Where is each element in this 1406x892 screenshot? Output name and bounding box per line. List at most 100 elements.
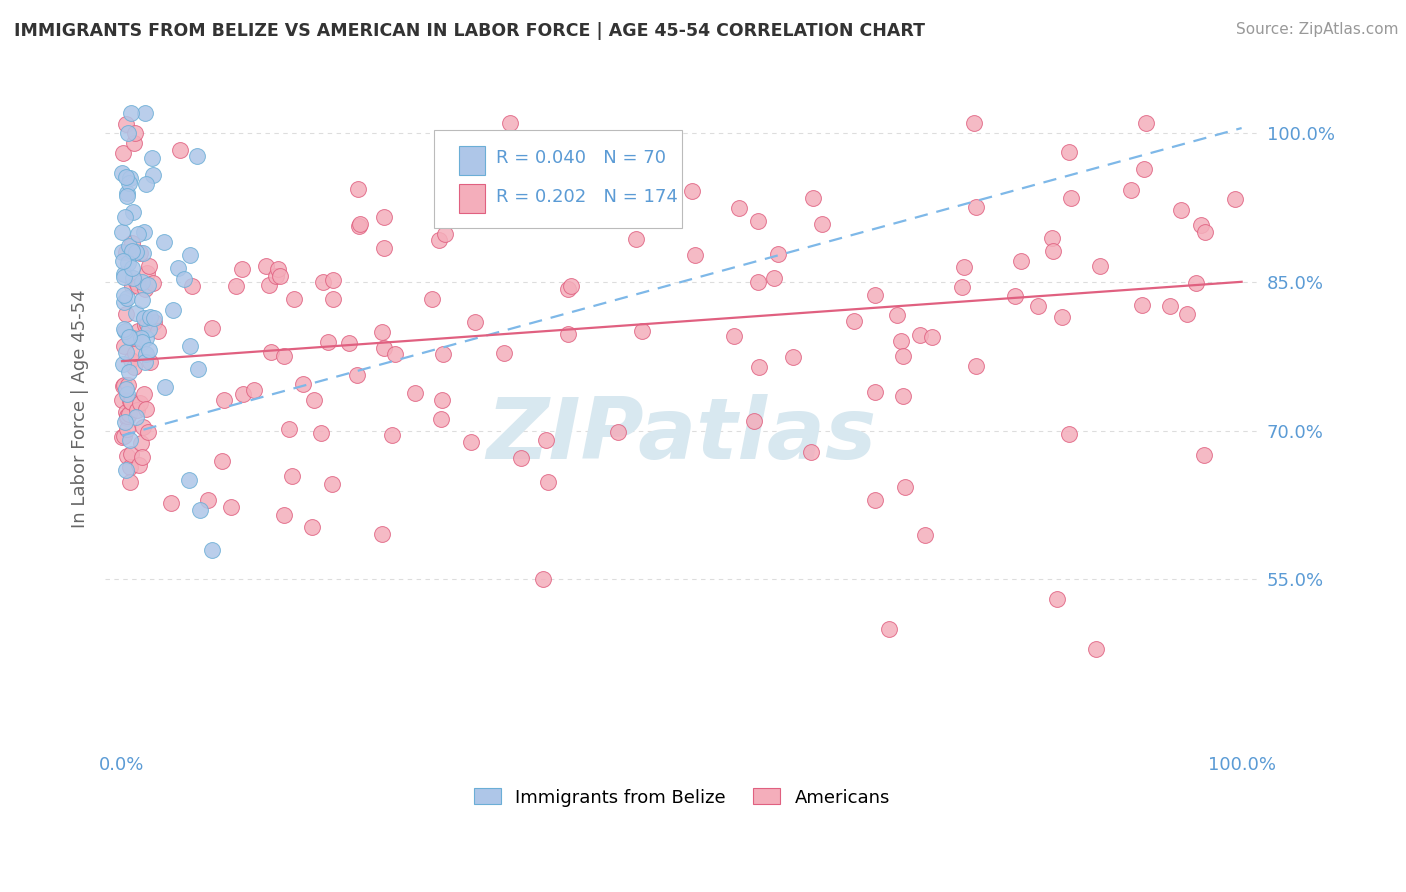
Point [534, 433, 557, 447]
Point [121, 244, 143, 259]
Point [136, 425, 159, 439]
Point [117, 377, 139, 392]
Text: IMMIGRANTS FROM BELIZE VS AMERICAN IN LABOR FORCE | AGE 45-54 CORRELATION CHART: IMMIGRANTS FROM BELIZE VS AMERICAN IN LA… [14, 22, 925, 40]
Point [1042, 244, 1064, 258]
Point [747, 214, 769, 228]
Point [146, 324, 169, 338]
Point [153, 235, 176, 249]
Point [179, 473, 201, 487]
Point [963, 116, 986, 130]
Point [111, 166, 134, 180]
Point [1185, 276, 1208, 290]
Point [762, 270, 785, 285]
Point [114, 463, 136, 477]
Point [1170, 202, 1192, 217]
Point [863, 492, 886, 507]
Point [965, 201, 987, 215]
Point [136, 277, 159, 292]
Point [135, 317, 157, 331]
Point [114, 211, 136, 225]
Point [1133, 162, 1156, 177]
Point [111, 357, 134, 371]
Point [186, 148, 208, 162]
Point [141, 151, 163, 165]
Point [139, 310, 162, 324]
Point [127, 324, 149, 338]
Point [842, 314, 865, 328]
Point [118, 407, 141, 421]
Point [131, 246, 153, 260]
Point [124, 126, 146, 140]
Point [370, 527, 392, 541]
Point [557, 327, 579, 342]
Point [112, 322, 135, 336]
Point [260, 345, 283, 359]
Point [464, 315, 486, 329]
Point [125, 306, 148, 320]
Point [301, 520, 323, 534]
Point [114, 345, 136, 359]
Point [131, 450, 153, 464]
Point [162, 302, 184, 317]
Point [127, 278, 149, 293]
Point [432, 347, 454, 361]
Point [115, 307, 138, 321]
Point [219, 500, 242, 515]
Point [211, 454, 233, 468]
Point [120, 330, 142, 344]
Point [921, 329, 943, 343]
Point [683, 248, 706, 262]
Point [115, 382, 138, 396]
Point [179, 248, 201, 262]
Point [115, 117, 138, 131]
Point [134, 387, 156, 401]
Point [273, 349, 295, 363]
Point [138, 343, 160, 357]
Point [630, 325, 652, 339]
Point [1225, 192, 1247, 206]
Point [142, 311, 165, 326]
Point [131, 331, 153, 345]
Point [120, 395, 142, 409]
Point [782, 351, 804, 365]
Point [347, 219, 370, 233]
Point [766, 247, 789, 261]
Point [811, 218, 834, 232]
Point [114, 324, 136, 338]
Point [112, 379, 135, 393]
Point [1004, 289, 1026, 303]
Point [863, 384, 886, 399]
Point [1090, 260, 1112, 274]
Point [427, 233, 450, 247]
Point [118, 393, 141, 408]
Point [115, 387, 138, 401]
Point [321, 477, 343, 491]
Point [120, 447, 142, 461]
Point [309, 425, 332, 440]
Point [283, 292, 305, 306]
Point [950, 279, 973, 293]
Point [914, 528, 936, 542]
Point [131, 275, 153, 289]
Point [136, 266, 159, 280]
Point [1119, 184, 1142, 198]
Point [723, 328, 745, 343]
Point [1050, 310, 1073, 324]
Point [134, 401, 156, 416]
Point [117, 411, 139, 425]
FancyBboxPatch shape [434, 129, 682, 228]
Point [531, 572, 554, 586]
Point [322, 292, 344, 306]
Point [138, 322, 160, 336]
Point [114, 415, 136, 429]
Point [1159, 299, 1181, 313]
Point [267, 261, 290, 276]
Point [891, 388, 914, 402]
Point [142, 315, 165, 329]
Point [430, 412, 453, 426]
Point [142, 277, 165, 291]
Point [112, 254, 135, 268]
Legend: Immigrants from Belize, Americans: Immigrants from Belize, Americans [467, 781, 897, 814]
Point [243, 383, 266, 397]
Point [173, 272, 195, 286]
